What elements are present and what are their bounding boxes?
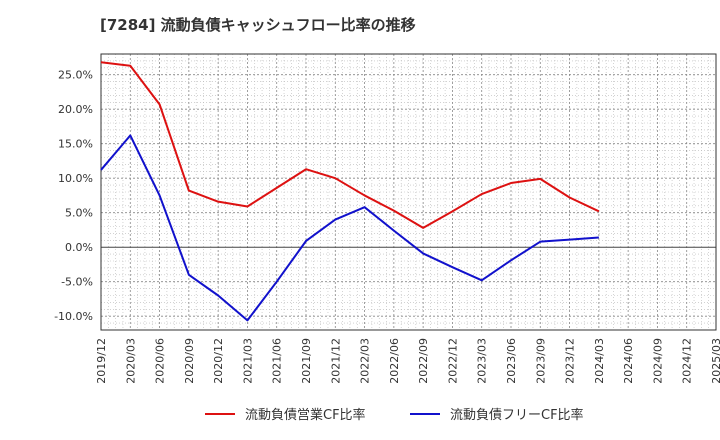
x-tick-label: 2021/12 xyxy=(329,338,342,384)
x-tick-label: 2022/03 xyxy=(359,338,372,384)
y-tick-label: -10.0% xyxy=(54,310,93,323)
legend-label-1: 流動負債営業CF比率 xyxy=(245,407,366,423)
series-line-2 xyxy=(100,134,599,322)
y-tick-label: -5.0% xyxy=(61,276,93,289)
y-tick-label: 0.0% xyxy=(65,241,93,254)
y-tick-label: 10.0% xyxy=(58,172,93,185)
x-tick-label: 2019/12 xyxy=(95,338,108,384)
x-tick-label: 2020/03 xyxy=(124,338,137,384)
legend: 流動負債営業CF比率 流動負債フリーCF比率 xyxy=(205,407,584,423)
x-tick-label: 2022/12 xyxy=(446,338,459,384)
y-tick-label: 5.0% xyxy=(65,207,93,220)
x-tick-label: 2021/09 xyxy=(300,338,313,384)
chart-title: [7284] 流動負債キャッシュフロー比率の推移 xyxy=(100,16,416,34)
x-tick-label: 2022/06 xyxy=(388,338,401,384)
x-tick-label: 2020/06 xyxy=(154,338,167,384)
x-tick-label: 2020/09 xyxy=(183,338,196,384)
x-tick-label: 2024/09 xyxy=(651,338,664,384)
series-line-1 xyxy=(100,61,600,229)
x-tick-label: 2023/06 xyxy=(505,338,518,384)
series-layer xyxy=(100,61,600,322)
x-tick-label: 2023/09 xyxy=(534,338,547,384)
x-tick-label: 2022/09 xyxy=(417,338,430,384)
y-tick-label: 15.0% xyxy=(58,138,93,151)
x-tick-label: 2023/03 xyxy=(476,338,489,384)
x-tick-label: 2020/12 xyxy=(212,338,225,384)
x-tick-label: 2024/06 xyxy=(622,338,635,384)
y-tick-label: 20.0% xyxy=(58,103,93,116)
x-tick-label: 2025/03 xyxy=(710,338,720,384)
y-tick-label: 25.0% xyxy=(58,69,93,82)
x-tick-label: 2024/03 xyxy=(593,338,606,384)
x-tick-label: 2021/03 xyxy=(241,338,254,384)
x-tick-label: 2023/12 xyxy=(564,338,577,384)
legend-label-2: 流動負債フリーCF比率 xyxy=(450,407,584,423)
x-tick-label: 2021/06 xyxy=(271,338,284,384)
x-tick-label: 2024/12 xyxy=(681,338,694,384)
axis-layer: -10.0% -5.0% 0.0% 5.0% 10.0% 15.0% 20.0% 25.0% 2… xyxy=(54,53,720,384)
plot-border xyxy=(100,53,717,331)
